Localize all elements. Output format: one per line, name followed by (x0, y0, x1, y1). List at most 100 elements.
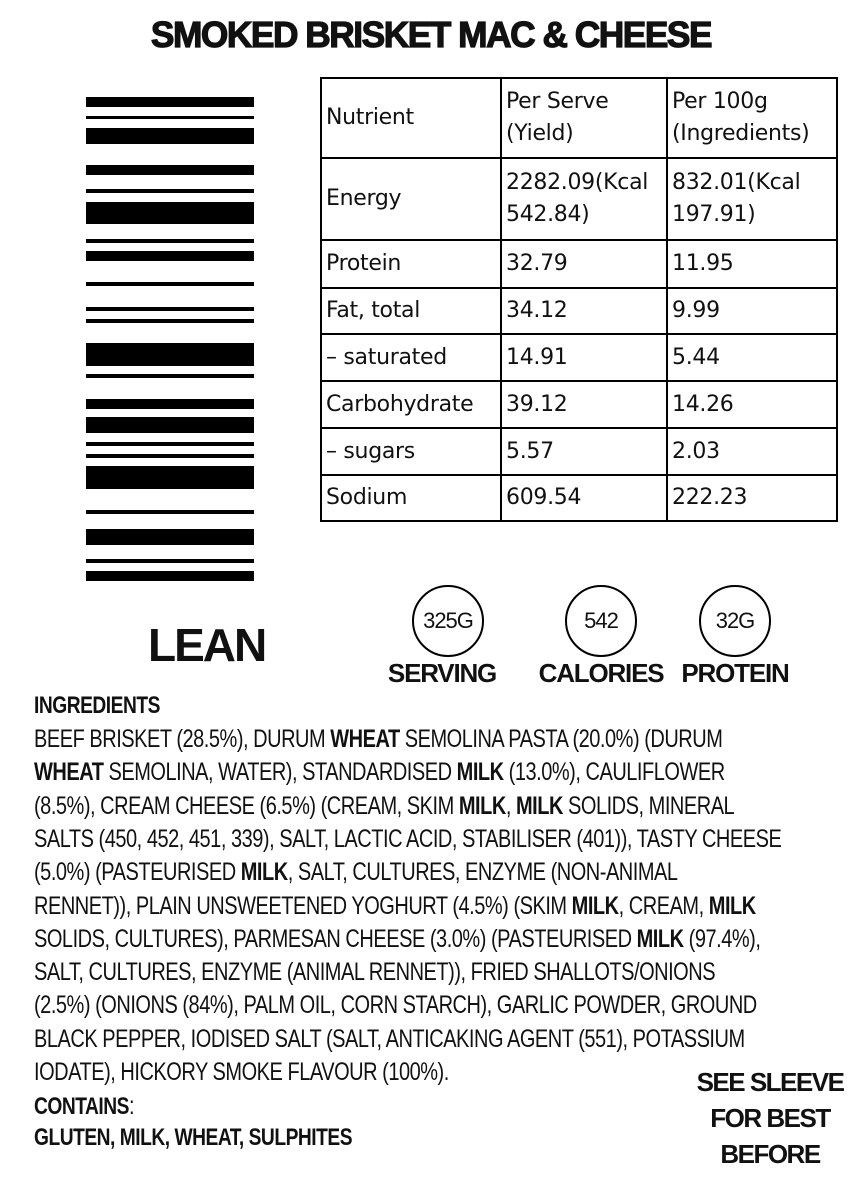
barcode-bar (86, 307, 254, 311)
per-serve-value: 5.57 (500, 427, 668, 476)
ingredients-line: SALTS (450, 452, 451, 339), SALT, LACTIC… (34, 824, 782, 854)
ingredients-line: RENNET)), PLAIN UNSWEETENED YOGHURT (4.5… (34, 892, 756, 921)
ingredients-line: IODATE), HICKORY SMOKE FLAVOUR (100%). (34, 1058, 449, 1087)
ingredients-line: (8.5%), CREAM CHEESE (6.5%) (CREAM, SKIM… (34, 791, 735, 821)
table-header-row: Nutrient Per Serve (Yield) Per 100g (Ingre… (320, 77, 838, 159)
allergen-highlight: MILK (708, 891, 756, 920)
cell-line: 14.91 (506, 344, 568, 370)
ingredient-text: RENNET)), PLAIN UNSWEETENED YOGHURT (4.5… (34, 891, 572, 920)
ingredient-text: SOLIDS, MINERAL (562, 791, 735, 820)
nutrition-table: Nutrient Per Serve (Yield) Per 100g (Ingre… (320, 77, 838, 522)
cell-line: 5.44 (672, 344, 720, 370)
barcode-bar (86, 319, 254, 323)
cell-line: 14.26 (672, 391, 734, 417)
ingredients-line: BEEF BRISKET (28.5%), DURUM WHEAT SEMOLI… (34, 725, 723, 754)
nutrient-name: Sodium (320, 474, 502, 522)
allergen-highlight: MILK (458, 791, 506, 820)
contains-colon: : (129, 1092, 135, 1120)
barcode-bar (86, 454, 254, 458)
barcode-bar (86, 189, 254, 193)
nutrient-name: – sugars (320, 427, 502, 476)
cell-line: 5.57 (506, 438, 554, 464)
barcode (86, 0, 254, 600)
barcode-bar (86, 282, 254, 286)
header-line: (Ingredients) (672, 121, 810, 146)
ingredients-line: SALT, CULTURES, ENZYME (ANIMAL RENNET)),… (34, 958, 716, 987)
ingredient-text: SALTS (450, 452, 451, 339), SALT, LACTIC… (34, 824, 782, 853)
table-row: Carbohydrate 39.12 14.26 (320, 380, 838, 429)
cell-line: 11.95 (672, 251, 734, 276)
barcode-bar (86, 510, 254, 514)
per-serve-value: 2282.09(Kcal 542.84) (500, 157, 668, 241)
per-100g-value: 11.95 (666, 239, 838, 289)
per-100g-value: 832.01(Kcal 197.91) (666, 157, 838, 241)
header-line: Per 100g (672, 89, 768, 114)
cell-line: 34.12 (506, 298, 568, 323)
badge-serving-value: 325G (412, 585, 484, 657)
table-row: Protein 32.79 11.95 (320, 239, 838, 289)
best-before-line: SEE SLEEVE (696, 1067, 845, 1097)
ingredient-text: SOLIDS, CULTURES), PARMESAN CHEESE (3.0%… (34, 924, 637, 953)
per-serve-value: 14.91 (500, 333, 668, 382)
table-row: Energy 2282.09(Kcal 542.84) 832.01(Kcal 197.… (320, 157, 838, 241)
badge-calories-label: CALORIES (538, 658, 665, 688)
best-before-note: SEE SLEEVE FOR BEST BEFORE (690, 1064, 850, 1172)
ingredient-text: SEMOLINA PASTA (20.0%) (DURUM (399, 725, 723, 753)
barcode-bar (86, 417, 254, 433)
ingredient-text: (97.4%), (683, 924, 761, 953)
ingredients-line: (5.0%) (PASTEURISED MILK, SALT, CULTURES… (34, 858, 678, 887)
per-serve-value: 34.12 (500, 287, 668, 335)
barcode-bar (86, 442, 254, 446)
barcode-bar (86, 343, 254, 366)
ingredient-text: (8.5%), CREAM CHEESE (6.5%) (CREAM, SKIM (34, 791, 459, 820)
badge-protein-label: PROTEIN (681, 658, 789, 688)
ingredients-line: WHEAT SEMOLINA, WATER), STANDARDISED MIL… (34, 758, 725, 787)
product-title: SMOKED BRISKET MAC & CHEESE (150, 13, 713, 55)
ingredients-line: SOLIDS, CULTURES), PARMESAN CHEESE (3.0%… (34, 924, 761, 954)
nutrient-name: Energy (320, 157, 502, 241)
header-line: Per Serve (506, 89, 609, 114)
ingredient-text: SEMOLINA, WATER), STANDARDISED (103, 758, 457, 787)
barcode-bar (86, 239, 254, 243)
per-serve-value: 32.79 (500, 239, 668, 289)
barcode-bar (86, 466, 254, 489)
cell-line: 609.54 (506, 485, 582, 510)
cell-line: 9.99 (672, 298, 720, 323)
per-100g-value: 14.26 (666, 380, 838, 429)
barcode-bar (86, 529, 254, 545)
allergen-highlight: MILK (571, 891, 619, 920)
contains-label: CONTAINS (34, 1093, 130, 1120)
ingredients-line: BLACK PEPPER, IODISED SALT (SALT, ANTICA… (34, 1025, 745, 1054)
table-row: Sodium 609.54 222.23 (320, 474, 838, 522)
best-before-line: FOR BEST (710, 1103, 831, 1133)
allergen-highlight: WHEAT (34, 758, 104, 787)
ingredient-text: BEEF BRISKET (28.5%), DURUM (34, 725, 331, 753)
header-per-serve: Per Serve (Yield) (500, 77, 668, 159)
table-row: – saturated 14.91 5.44 (320, 333, 838, 382)
allergen-highlight: MILK (636, 924, 684, 953)
per-100g-value: 2.03 (666, 427, 838, 476)
nutrient-name: Protein (320, 239, 502, 289)
ingredient-text: (2.5%) (ONIONS (84%), PALM OIL, CORN STA… (34, 991, 757, 1020)
cell-line: 222.23 (672, 485, 748, 510)
barcode-bar (86, 251, 254, 261)
cell-line: 39.12 (506, 391, 568, 417)
contains-heading: CONTAINS: (34, 1092, 135, 1121)
nutrient-name: Carbohydrate (320, 380, 502, 429)
barcode-bar (86, 571, 254, 581)
badge-protein-value: 32G (699, 585, 771, 657)
barcode-bar (86, 116, 254, 119)
badge-calories-value: 542 (565, 585, 637, 657)
allergens-list: GLUTEN, MILK, WHEAT, SULPHITES (34, 1124, 353, 1151)
ingredient-text: , CREAM, (618, 891, 709, 920)
per-serve-value: 609.54 (500, 474, 668, 522)
ingredients-line: (2.5%) (ONIONS (84%), PALM OIL, CORN STA… (34, 991, 757, 1020)
barcode-bar (86, 374, 254, 378)
allergen-highlight: MILK (456, 758, 504, 787)
allergen-highlight: WHEAT (330, 725, 400, 753)
allergen-highlight: MILK (240, 858, 288, 887)
barcode-bar (86, 202, 254, 224)
nutrient-name: Fat, total (320, 287, 502, 335)
ingredient-text: BLACK PEPPER, IODISED SALT (SALT, ANTICA… (34, 1024, 745, 1053)
cell-line: 832.01(Kcal (672, 170, 801, 195)
